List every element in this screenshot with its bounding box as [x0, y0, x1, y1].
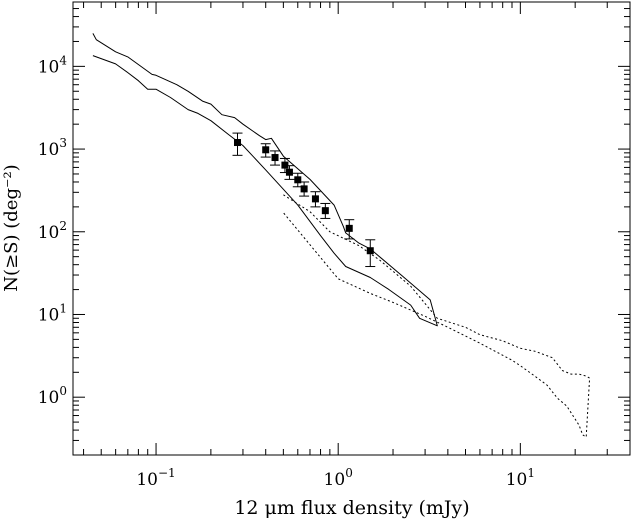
model-lines — [92, 33, 591, 438]
axis-ticks — [73, 1, 631, 456]
tick-labels: 10−1 100 101 100 101 102 103 104 — [38, 53, 535, 490]
data-point-marker — [271, 154, 279, 162]
x-tick-label: 100 — [324, 466, 353, 490]
x-tick-label: 101 — [506, 466, 535, 490]
y-tick-label: 104 — [38, 53, 68, 77]
data-point-marker — [233, 139, 241, 147]
x-tick-label: 10−1 — [136, 466, 175, 490]
y-tick-label: 101 — [38, 301, 67, 325]
y-axis-label: N(≥S) (deg⁻²) — [1, 164, 22, 291]
data-point-marker — [345, 224, 353, 232]
x-axis-label: 12 μm flux density (mJy) — [234, 497, 469, 519]
y-tick-label: 100 — [38, 384, 67, 408]
dotted-model-line — [283, 194, 591, 438]
data-point-marker — [294, 176, 302, 184]
plot-frame — [72, 1, 631, 456]
data-point-marker — [366, 247, 374, 255]
y-tick-label: 102 — [38, 219, 67, 243]
data-point-marker — [262, 146, 270, 154]
data-point-marker — [281, 161, 289, 169]
solid-model-line — [92, 33, 438, 327]
data-point-marker — [321, 207, 329, 215]
y-tick-label: 103 — [38, 136, 67, 160]
data-point-marker — [311, 195, 319, 203]
data-points — [232, 132, 376, 268]
data-point-marker — [300, 185, 308, 193]
data-point-marker — [285, 168, 293, 176]
